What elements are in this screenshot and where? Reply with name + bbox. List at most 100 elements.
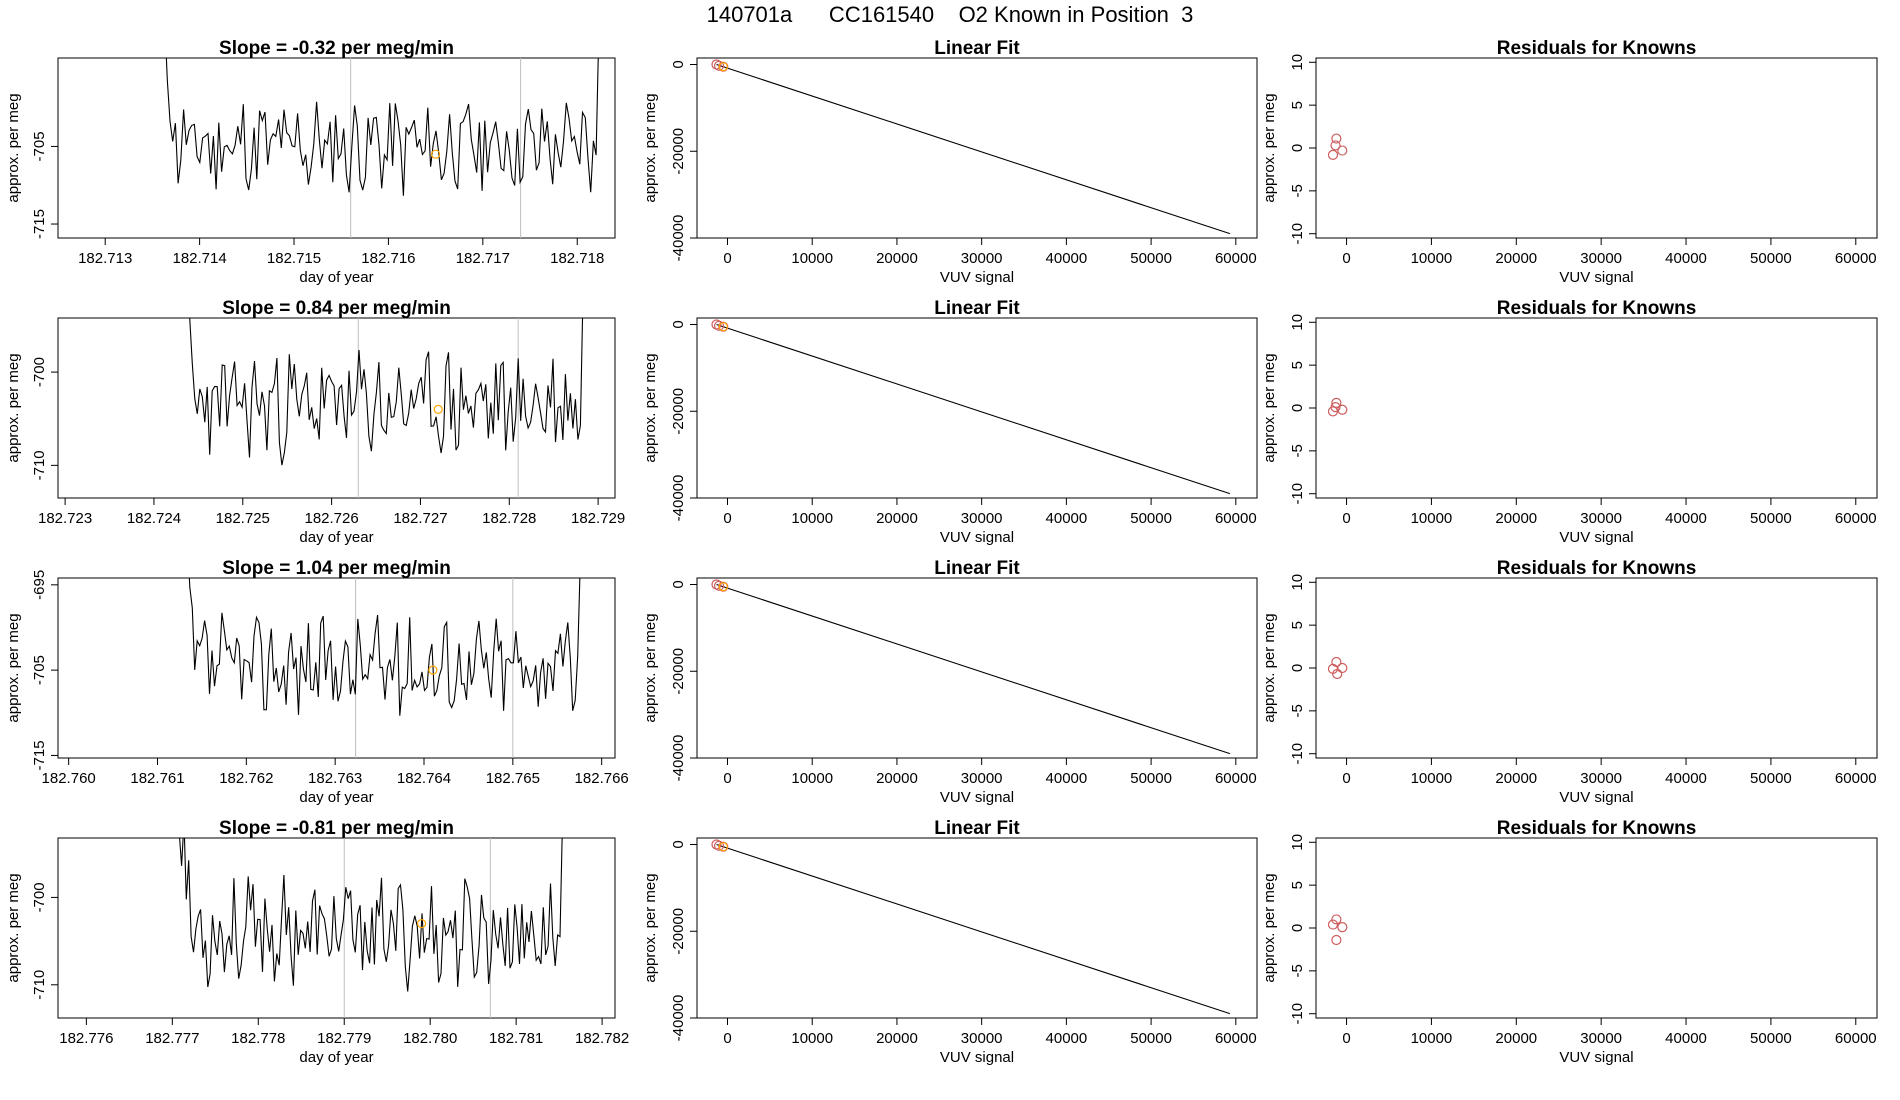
- panel-title: Linear Fit: [934, 558, 1020, 579]
- panel-title: Slope = -0.32 per meg/min: [219, 38, 454, 59]
- x-tick-label: 50000: [1750, 770, 1792, 787]
- x-tick-label: 182.782: [575, 1030, 629, 1047]
- x-tick-label: 40000: [1046, 510, 1088, 527]
- x-tick-label: 182.714: [172, 250, 226, 267]
- x-tick-label: 10000: [1411, 770, 1453, 787]
- y-tick-label: 0: [1289, 664, 1306, 672]
- residual-point: [1330, 140, 1341, 151]
- y-tick-label: 0: [670, 580, 687, 588]
- y-tick-label: -10: [1289, 483, 1306, 505]
- plot-area: [1327, 397, 1348, 417]
- y-tick-label: 0: [1289, 404, 1306, 412]
- data-series: [188, 578, 581, 716]
- fit-line: [716, 843, 1231, 1015]
- plot-frame: [1315, 317, 1878, 499]
- data-point: [713, 60, 725, 71]
- x-axis-label: VUV signal: [1559, 269, 1633, 286]
- x-axis-label: VUV signal: [940, 789, 1014, 806]
- data-point: [713, 840, 725, 851]
- x-tick-label: 0: [1342, 510, 1350, 527]
- panel-timeseries-row1: Slope = -0.32 per meg/min day of year appr…: [5, 38, 616, 286]
- data-point-marker: [718, 62, 728, 72]
- plot-frame: [1315, 837, 1878, 1019]
- y-axis-label: approx. per meg: [642, 873, 659, 982]
- panel-residuals-row2: Residuals for Knowns VUV signal approx. pe…: [1261, 298, 1878, 546]
- panel-title: Residuals for Knowns: [1497, 38, 1697, 59]
- plot-area: [165, 58, 599, 238]
- x-tick-label: 182.765: [486, 770, 540, 787]
- panel-title: Residuals for Knowns: [1497, 818, 1697, 839]
- y-tick-label: -705: [31, 655, 48, 685]
- x-tick-label: 182.779: [317, 1030, 371, 1047]
- y-tick-label: -5: [1289, 444, 1306, 457]
- plot-frame: [57, 57, 616, 239]
- x-tick-label: 30000: [961, 1030, 1003, 1047]
- x-tick-label: 182.725: [216, 510, 270, 527]
- x-tick-label: 20000: [876, 770, 918, 787]
- panel-linear-fit-row3: Linear Fit VUV signal approx. per meg 0 1000…: [642, 558, 1258, 806]
- residual-point: [1331, 914, 1342, 925]
- y-tick-label: -40000: [670, 475, 687, 522]
- data-point-marker: [718, 582, 728, 592]
- plot-frame: [1315, 577, 1878, 759]
- y-tick-label: -20000: [670, 388, 687, 435]
- data-series: [165, 58, 599, 196]
- y-tick-label: 10: [1289, 574, 1306, 591]
- residual-point: [1337, 404, 1348, 415]
- x-tick-label: 182.727: [393, 510, 447, 527]
- x-axis-label: VUV signal: [940, 1049, 1014, 1066]
- plot-area: [1327, 133, 1348, 160]
- panel-timeseries-row2: Slope = 0.84 per meg/min day of year appro…: [5, 298, 625, 546]
- residual-point: [1331, 934, 1342, 946]
- data-series: [189, 318, 584, 466]
- x-tick-label: 0: [1342, 1030, 1350, 1047]
- y-tick-label: 5: [1289, 621, 1306, 629]
- y-tick-label: -40000: [670, 995, 687, 1042]
- y-tick-label: -20000: [670, 908, 687, 955]
- data-series: [179, 838, 563, 992]
- x-tick-label: 20000: [1495, 250, 1537, 267]
- x-tick-label: 182.781: [489, 1030, 543, 1047]
- x-tick-label: 50000: [1750, 510, 1792, 527]
- x-tick-label: 30000: [961, 770, 1003, 787]
- x-tick-label: 182.716: [361, 250, 415, 267]
- x-tick-label: 30000: [961, 510, 1003, 527]
- x-tick-label: 182.762: [219, 770, 273, 787]
- x-tick-label: 182.724: [127, 510, 181, 527]
- x-axis-label: VUV signal: [1559, 789, 1633, 806]
- y-tick-label: -5: [1289, 184, 1306, 197]
- x-axis-label: day of year: [299, 269, 373, 286]
- x-tick-label: 0: [723, 510, 731, 527]
- x-tick-label: 10000: [1411, 1030, 1453, 1047]
- x-tick-label: 182.760: [42, 770, 96, 787]
- x-tick-label: 182.718: [550, 250, 604, 267]
- x-tick-label: 182.729: [571, 510, 625, 527]
- plot-frame: [1315, 57, 1878, 239]
- x-tick-label: 40000: [1665, 1030, 1707, 1047]
- x-axis-label: day of year: [299, 789, 373, 806]
- residual-point: [1327, 919, 1339, 930]
- x-tick-label: 60000: [1215, 510, 1257, 527]
- x-tick-label: 60000: [1835, 770, 1877, 787]
- y-tick-label: -715: [31, 740, 48, 770]
- panel-linear-fit-row2: Linear Fit VUV signal approx. per meg 0 1000…: [642, 298, 1258, 546]
- y-tick-label: -710: [31, 970, 48, 1000]
- y-tick-label: -695: [31, 570, 48, 600]
- x-tick-label: 10000: [1411, 250, 1453, 267]
- x-axis-label: VUV signal: [940, 529, 1014, 546]
- y-tick-label: 5: [1289, 361, 1306, 369]
- panel-timeseries-row4: Slope = -0.81 per meg/min day of year appr…: [5, 818, 629, 1066]
- x-tick-label: 30000: [1580, 1030, 1622, 1047]
- data-point-marker: [428, 665, 438, 675]
- plot-area: [711, 319, 1231, 495]
- x-tick-label: 0: [723, 770, 731, 787]
- x-tick-label: 10000: [791, 770, 833, 787]
- plot-area: [1327, 656, 1348, 680]
- panel-title: Slope = 1.04 per meg/min: [222, 558, 451, 579]
- y-tick-label: 0: [1289, 924, 1306, 932]
- y-tick-label: -20000: [670, 128, 687, 175]
- x-tick-label: 0: [1342, 250, 1350, 267]
- plot-frame: [696, 317, 1258, 499]
- x-axis-label: VUV signal: [940, 269, 1014, 286]
